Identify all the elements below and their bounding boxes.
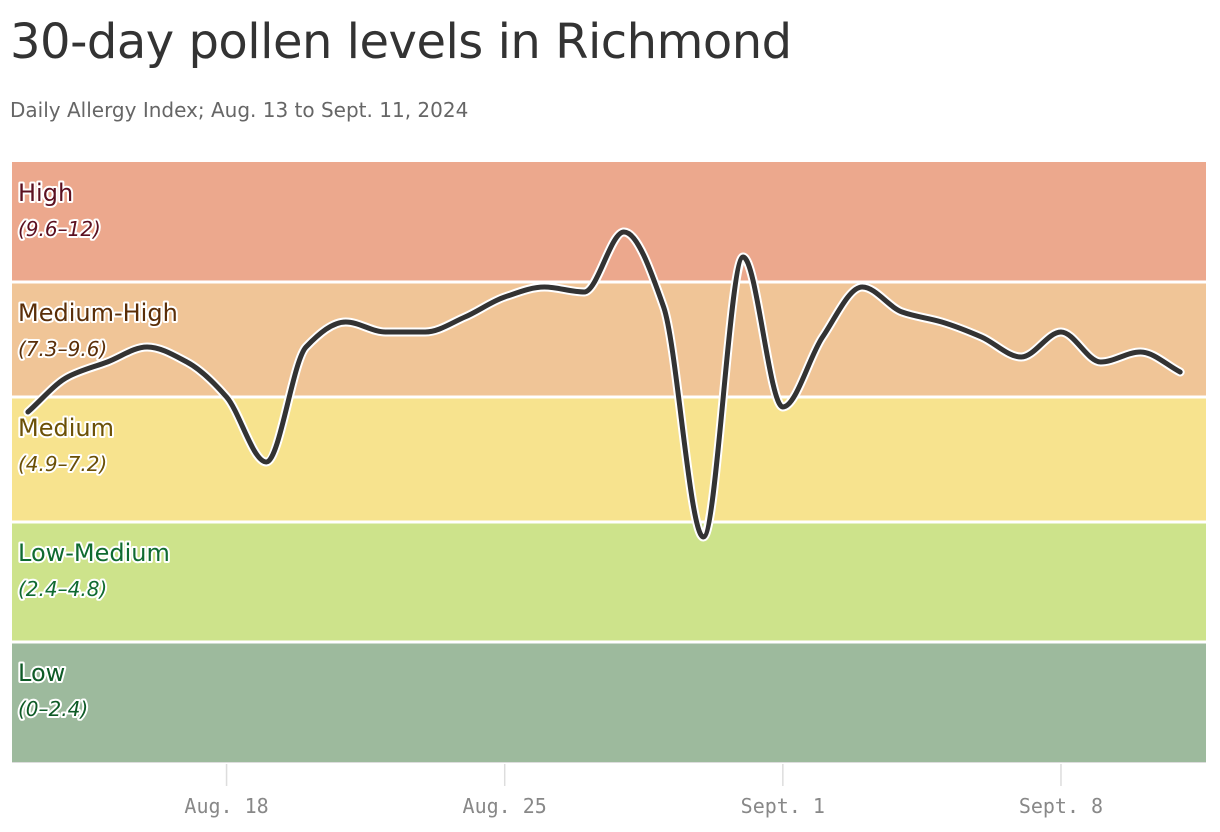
band-medium-high — [12, 282, 1206, 397]
x-axis: Aug. 18 Aug. 25 Sept. 1 Sept. 8 — [12, 762, 1206, 818]
x-tick-label: Aug. 18 — [184, 794, 268, 818]
data-point — [621, 229, 627, 235]
band-low-medium — [12, 522, 1206, 642]
data-point — [859, 284, 865, 290]
band-range-medium: (4.9–7.2) — [18, 452, 107, 476]
band-range-low: (0–2.4) — [18, 697, 88, 721]
line-layer — [23, 227, 1185, 542]
x-tick-label: Aug. 25 — [463, 794, 547, 818]
band-label-high: High — [18, 179, 73, 207]
data-point — [144, 344, 150, 350]
x-tick-label: Sept. 8 — [1019, 794, 1103, 818]
data-point — [1137, 349, 1143, 355]
band-label-layer: High (9.6–12) Medium-High (7.3–9.6) Medium (4… — [16, 177, 180, 723]
chart-subtitle: Daily Allergy Index; Aug. 13 to Sept. 11… — [10, 98, 469, 122]
data-point — [422, 329, 428, 335]
data-point — [502, 294, 508, 300]
data-point — [224, 394, 230, 400]
chart-title: 30-day pollen levels in Richmond — [10, 14, 792, 70]
band-range-low-medium: (2.4–4.8) — [18, 577, 107, 601]
band-low — [12, 642, 1206, 762]
data-point — [382, 329, 388, 335]
band-medium — [12, 397, 1206, 522]
data-point — [1018, 354, 1024, 360]
series-line — [25, 229, 1183, 540]
data-point — [462, 314, 468, 320]
data-point — [700, 534, 706, 540]
data-point — [343, 319, 349, 325]
band-range-medium-high: (7.3–9.6) — [18, 337, 107, 361]
data-point — [979, 334, 985, 340]
data-point — [820, 334, 826, 340]
data-point — [899, 309, 905, 315]
data-point — [740, 254, 746, 260]
x-tick-label: Sept. 1 — [741, 794, 825, 818]
data-point — [939, 319, 945, 325]
data-point — [184, 359, 190, 365]
data-point — [581, 289, 587, 295]
data-point — [1177, 369, 1183, 375]
data-point — [303, 344, 309, 350]
band-range-high: (9.6–12) — [18, 217, 101, 241]
data-point — [263, 459, 269, 465]
data-point — [541, 284, 547, 290]
band-label-medium: Medium — [18, 414, 114, 442]
data-point — [780, 404, 786, 410]
band-label-low: Low — [18, 659, 65, 687]
band-label-medium-high: Medium-High — [18, 299, 178, 327]
data-point — [1058, 329, 1064, 335]
data-point — [65, 374, 71, 380]
data-point — [1098, 359, 1104, 365]
data-point — [661, 304, 667, 310]
band-layer — [12, 162, 1206, 762]
band-label-low-medium: Low-Medium — [18, 539, 170, 567]
band-high — [12, 162, 1206, 282]
